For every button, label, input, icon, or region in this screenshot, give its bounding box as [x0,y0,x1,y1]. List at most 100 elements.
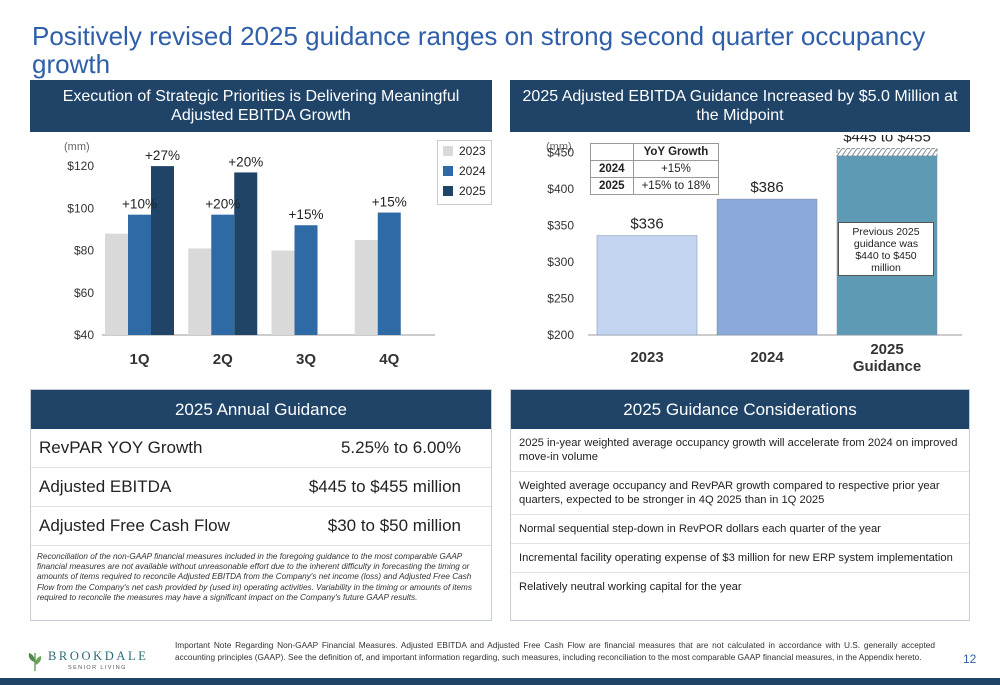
y-tick-label: $200 [547,328,574,342]
guidance-label: Adjusted Free Cash Flow [39,516,230,535]
x-tick-label: 1Q [129,351,149,368]
legend-label-2024: 2024 [459,164,486,178]
legend-swatch-2023 [443,146,453,156]
y-tick-label: $400 [547,182,574,196]
y-tick-label: $450 [547,145,574,159]
y-tick-label: $300 [547,255,574,269]
bar-value-label: $445 to $455 [843,135,931,146]
brookdale-logo: BROOKDALE SENIOR LIVING [26,648,146,674]
page-number: 12 [963,652,977,666]
y-tick-label: $60 [74,286,94,300]
guidance-range-hatch [906,148,913,157]
y-axis-unit-label: (mm) [64,141,90,153]
bar-2024 [716,198,818,336]
x-tick-label: 3Q [296,351,316,368]
x-tick-label: 4Q [379,351,399,368]
y-tick-label: $80 [74,244,94,258]
right-panel-header: 2025 Adjusted EBITDA Guidance Increased … [510,80,970,132]
y-tick-label: $40 [74,328,94,342]
consideration-item: Normal sequential step-down in RevPOR do… [511,515,969,544]
growth-label: +20% [205,197,240,212]
reconciliation-note: Reconciliation of the non-GAAP financial… [37,552,472,602]
growth-label: +10% [122,197,157,212]
guidance-range-hatch [901,148,908,157]
x-tick-label: 2024 [750,349,784,366]
guidance-range-hatch [931,148,938,157]
annual-guidance-header: 2025 Annual Guidance [31,390,491,429]
guidance-range-hatch [856,148,863,157]
guidance-range-hatch [871,148,878,157]
consideration-item: 2025 in-year weighted average occupancy … [511,429,969,472]
guidance-value: $445 to $455 million [308,477,461,496]
guidance-value: $30 to $50 million [327,516,461,535]
guidance-range-hatch [921,148,928,157]
considerations-header: 2025 Guidance Considerations [511,390,969,429]
legend-label-2023: 2023 [459,144,486,158]
yoy-row-label: 2025 [590,177,634,195]
bar-2024-4Q [377,212,401,335]
guidance-range-hatch [861,148,868,157]
yoy-row-label: 2024 [590,160,634,178]
guidance-range-hatch [891,148,898,157]
legend-swatch-2024 [443,166,453,176]
yoy-table-corner [590,143,634,161]
bottom-bar [0,678,1000,685]
guidance-range-hatch [876,148,883,157]
bar-2024-2Q [211,214,235,335]
legend-item-2023: 2023 [438,141,491,161]
bar-2023 [596,235,698,336]
quarterly-ebitda-chart: (mm) $40 $60 $80 $100 $120 1Q 2Q 3Q 4Q +10% +27% +20… [64,141,435,368]
x-tick-label: 2Q [213,351,233,368]
guidance-range-hatch [896,148,903,157]
page-title: Positively revised 2025 guidance ranges … [32,21,926,79]
annual-guidance-box: 2025 Annual Guidance RevPAR YOY Growth 5… [30,389,492,621]
consideration-item: Relatively neutral working capital for t… [519,581,742,593]
guidance-value: 5.25% to 6.00% [340,438,461,457]
guidance-label: RevPAR YOY Growth [39,438,203,457]
guidance-range-hatch [911,148,918,157]
bar-2023-1Q [105,233,128,335]
bar-2023-2Q [188,248,212,335]
growth-label: +15% [289,207,324,222]
yoy-table-row: 2025 +15% to 18% [590,177,720,195]
yoy-growth-table: YoY Growth 2024 +15% 2025 +15% to 18% [590,143,720,195]
guidance-row: Adjusted Free Cash Flow $30 to $50 milli… [31,507,491,546]
yoy-table-header: YoY Growth [632,143,720,161]
consideration-item: Incremental facility operating expense o… [511,544,969,573]
guidance-range-hatch [916,148,923,157]
guidance-range-hatch [881,148,888,157]
growth-label: +15% [372,195,407,210]
x-tick-label: 2023 [630,349,663,366]
bar-value-label: $336 [630,216,663,233]
yoy-table-row: 2024 +15% [590,160,720,178]
guidance-range-band [836,148,938,157]
leaf-icon [28,653,42,671]
y-tick-label: $250 [547,291,574,305]
bar-2023-4Q [354,240,378,335]
bar-2024-1Q [128,214,151,335]
guidance-row: Adjusted EBITDA $445 to $455 million [31,468,491,507]
guidance-range-hatch [846,148,853,157]
growth-label: +20% [228,154,263,169]
guidance-range-hatch [886,148,893,157]
guidance-label: Adjusted EBITDA [39,477,172,496]
legend-item-2024: 2024 [438,161,491,181]
legend-item-2025: 2025 [438,181,491,201]
bar-2024-3Q [294,225,318,335]
guidance-range-hatch [926,148,933,157]
non-gaap-footnote: Important Note Regarding Non-GAAP Financ… [175,640,935,662]
guidance-range-hatch [841,148,848,157]
guidance-range-hatch [836,148,843,157]
chart-legend: 2023 2024 2025 [437,140,492,205]
y-axis-unit-label: (mm) [546,141,572,153]
previous-guidance-note: Previous 2025 guidance was $440 to $450 … [838,222,934,276]
bar-value-label: $386 [750,179,783,196]
legend-label-2025: 2025 [459,184,486,198]
y-tick-label: $120 [67,159,94,173]
guidance-range-hatch [866,148,873,157]
guidance-considerations-box: 2025 Guidance Considerations 2025 in-yea… [510,389,970,621]
guidance-range-hatch [851,148,858,157]
legend-swatch-2025 [443,186,453,196]
x-tick-label: Guidance [853,358,921,375]
x-tick-label: 2025 [870,341,903,358]
